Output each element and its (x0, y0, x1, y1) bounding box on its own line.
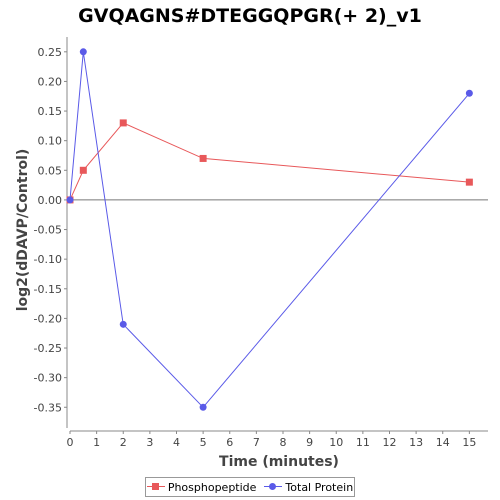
y-tick-label: -0.10 (34, 253, 62, 266)
x-tick-label: 6 (226, 436, 233, 449)
y-tick-label: 0.25 (38, 46, 63, 59)
y-tick-label: 0.05 (38, 164, 63, 177)
y-tick-label: 0.00 (38, 194, 63, 207)
legend-circle-marker-icon (264, 482, 283, 492)
legend-label-phosphopeptide: Phosphopeptide (167, 480, 257, 494)
x-tick-label: 2 (120, 436, 127, 449)
plot-background (70, 37, 488, 428)
x-tick-label: 4 (173, 436, 180, 449)
x-tick-label: 15 (462, 436, 476, 449)
x-tick-label: 11 (356, 436, 370, 449)
legend-square-marker-icon (146, 482, 165, 492)
x-tick-label: 9 (306, 436, 313, 449)
legend: Phosphopeptide Total Protein (145, 477, 355, 497)
x-tick-label: 0 (67, 436, 74, 449)
y-tick-label: -0.15 (34, 283, 62, 296)
legend-item-total-protein: Total Protein (264, 481, 353, 494)
data-point-total-protein (119, 320, 127, 328)
y-tick-label: -0.05 (34, 224, 62, 237)
data-point-total-protein (66, 196, 74, 204)
data-point-total-protein (199, 403, 207, 411)
x-tick-label: 5 (200, 436, 207, 449)
y-tick-label: -0.35 (34, 401, 62, 414)
data-point-phosphopeptide (79, 166, 87, 174)
x-tick-label: 10 (329, 436, 343, 449)
y-tick-label: -0.25 (34, 342, 62, 355)
data-point-phosphopeptide (465, 178, 473, 186)
legend-label-total-protein: Total Protein (285, 480, 354, 494)
y-tick-label: -0.20 (34, 312, 62, 325)
data-point-total-protein (79, 48, 87, 56)
y-tick-label: 0.10 (38, 135, 63, 148)
x-tick-label: 3 (146, 436, 153, 449)
x-axis-label: Time (minutes) (219, 454, 339, 470)
legend-item-phosphopeptide: Phosphopeptide (146, 480, 257, 494)
plot-area: 0.25 0.20 0.15 0.10 0.05 0.00 -0.05 -0.10 -0.15 -… (34, 37, 488, 449)
x-tick-label: 7 (253, 436, 260, 449)
y-tick-label: -0.30 (34, 372, 62, 385)
y-axis-label: log2(dDAVP/Control) (15, 149, 31, 312)
y-tick-label: 0.15 (38, 105, 63, 118)
data-point-total-protein (465, 89, 473, 97)
data-point-phosphopeptide (199, 154, 207, 162)
y-tick-label: 0.20 (38, 75, 63, 88)
x-tick-label: 13 (409, 436, 423, 449)
x-tick-label: 8 (279, 436, 286, 449)
chart-title: GVQAGNS#DTEGGQPGR(+ 2)_v1 (78, 5, 422, 27)
x-tick-label: 12 (382, 436, 396, 449)
x-tick-label: 1 (93, 436, 100, 449)
data-point-phosphopeptide (119, 119, 127, 127)
x-tick-label: 14 (436, 436, 450, 449)
